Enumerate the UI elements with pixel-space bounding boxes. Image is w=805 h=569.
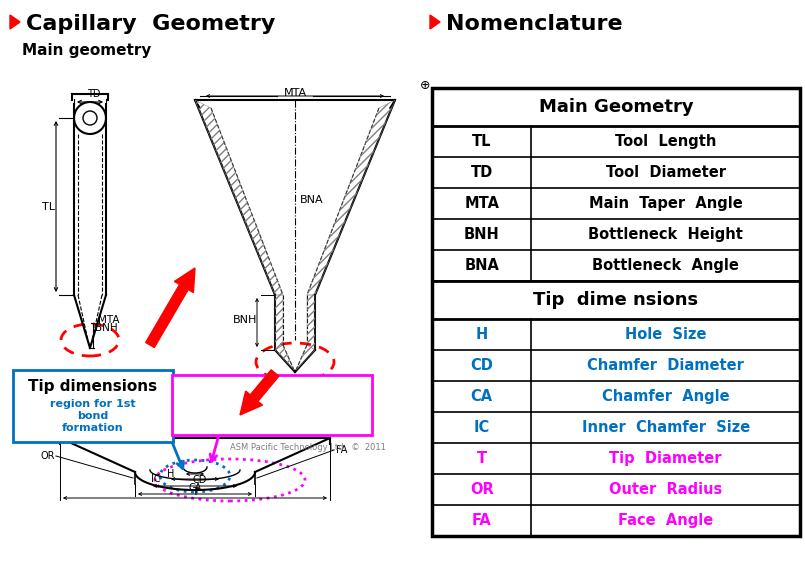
- Text: H: H: [476, 327, 488, 342]
- Text: Main  Taper  Angle: Main Taper Angle: [588, 196, 742, 211]
- Text: TL: TL: [42, 201, 55, 212]
- Text: region for 1st
bond
formation: region for 1st bond formation: [50, 399, 136, 434]
- Text: CA: CA: [188, 483, 202, 493]
- Bar: [13, 370, 173, 442]
- Text: Main geometry: Main geometry: [22, 43, 151, 57]
- Bar: [432, 88, 800, 536]
- Text: Tip  dime nsions: Tip dime nsions: [534, 291, 699, 309]
- Text: CD: CD: [470, 358, 493, 373]
- Text: MTA: MTA: [464, 196, 499, 211]
- Text: TD: TD: [87, 89, 101, 99]
- Text: Outer  Radius: Outer Radius: [609, 482, 722, 497]
- Text: H: H: [167, 469, 175, 479]
- Text: IC: IC: [473, 420, 489, 435]
- Text: Nomenclature: Nomenclature: [446, 14, 622, 34]
- Text: Bottleneck  Angle: Bottleneck Angle: [592, 258, 739, 273]
- Bar: [172, 375, 372, 435]
- Text: TL: TL: [472, 134, 491, 149]
- Text: BNH: BNH: [233, 315, 257, 325]
- Text: BNH: BNH: [95, 323, 118, 333]
- Text: MTA: MTA: [98, 315, 119, 325]
- Text: Face  Angle: Face Angle: [618, 513, 713, 528]
- Text: ASM Pacific Technology Ltd.  ©  2011: ASM Pacific Technology Ltd. © 2011: [230, 443, 386, 452]
- Text: OR: OR: [41, 451, 56, 461]
- Text: Tip dimensions: Tip dimensions: [28, 378, 158, 394]
- Polygon shape: [146, 268, 195, 348]
- Text: Chamfer  Angle: Chamfer Angle: [602, 389, 729, 404]
- Text: Capillary  Geometry: Capillary Geometry: [26, 14, 275, 34]
- Text: BNH: BNH: [464, 227, 500, 242]
- Text: Bottleneck  Height: Bottleneck Height: [588, 227, 743, 242]
- Text: ⊕: ⊕: [419, 79, 430, 92]
- Text: MTA: MTA: [283, 88, 307, 98]
- Text: Tip  Diameter: Tip Diameter: [609, 451, 722, 466]
- Text: Main Geometry: Main Geometry: [539, 98, 693, 116]
- Text: Tool  Diameter: Tool Diameter: [605, 165, 725, 180]
- Text: Tool  Length: Tool Length: [615, 134, 716, 149]
- Text: Chamfer  Diameter: Chamfer Diameter: [587, 358, 744, 373]
- Text: Hole  Size: Hole Size: [625, 327, 707, 342]
- Polygon shape: [240, 370, 279, 415]
- Polygon shape: [430, 15, 440, 29]
- Text: OR: OR: [470, 482, 493, 497]
- Text: FA: FA: [472, 513, 492, 528]
- Polygon shape: [10, 15, 20, 29]
- Text: CD: CD: [193, 475, 207, 485]
- Text: IC: IC: [151, 474, 161, 484]
- Text: T: T: [477, 451, 487, 466]
- Text: CA: CA: [471, 389, 493, 404]
- Text: Inner  Chamfer  Size: Inner Chamfer Size: [581, 420, 749, 435]
- Text: BNA: BNA: [464, 258, 499, 273]
- Text: FA: FA: [336, 445, 348, 455]
- Text: TD: TD: [471, 165, 493, 180]
- Text: T: T: [192, 487, 198, 497]
- Text: BNA: BNA: [300, 195, 324, 205]
